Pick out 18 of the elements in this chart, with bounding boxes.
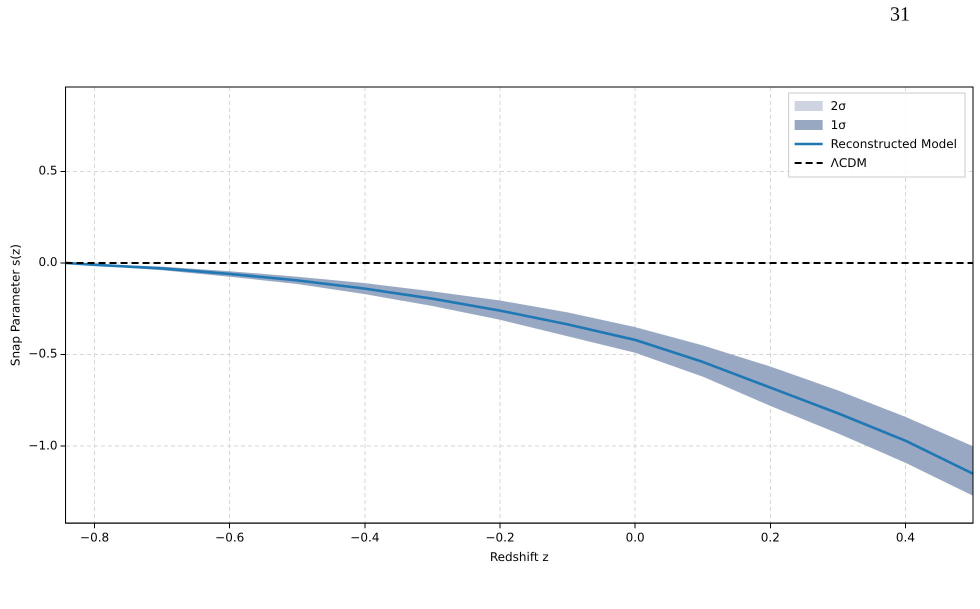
y-axis-title: Snap Parameter s(z)	[8, 244, 22, 366]
legend-label: 2σ	[830, 99, 846, 114]
y-tick-label: 0.0	[38, 255, 58, 270]
x-axis-title: Redshift z	[490, 550, 549, 564]
x-tick-label: 0.4	[896, 530, 915, 545]
x-tick-label: −0.2	[485, 530, 515, 545]
legend-label: 1σ	[830, 118, 846, 132]
y-tick-label: −0.5	[28, 346, 58, 361]
legend-label: Reconstructed Model	[830, 137, 958, 152]
y-tick-label: −1.0	[28, 438, 58, 452]
x-tick-label: −0.6	[215, 530, 244, 545]
x-tick-label: 0.0	[626, 530, 645, 545]
x-tick-label: −0.4	[350, 530, 380, 545]
x-tick-label: −0.8	[80, 530, 110, 545]
x-tick-label: 0.2	[760, 530, 780, 545]
y-tick-label: 0.5	[38, 163, 58, 178]
legend-label: ΛCDM	[830, 156, 867, 170]
text: 31	[890, 3, 910, 26]
